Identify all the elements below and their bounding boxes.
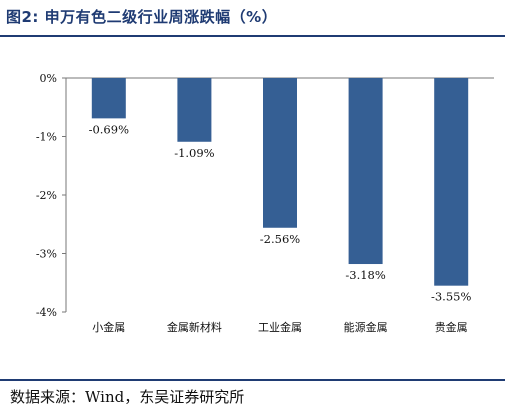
title-rule [0,35,505,37]
bar-0 [91,78,126,119]
category-label: 金属新材料 [167,320,222,334]
bar-1 [177,78,212,142]
bar-4 [434,78,469,286]
y-tick-label: -4% [36,306,57,319]
figure-title: 图2: 申万有色二级行业周涨跌幅（%） [6,8,278,26]
category-label: 能源金属 [344,320,388,334]
category-label: 贵金属 [435,320,468,334]
y-tick-label: -3% [36,248,57,261]
category-label: 小金属 [92,320,125,334]
data-label: -3.18% [345,268,385,282]
y-tick-label: 0% [40,72,57,85]
category-label: 工业金属 [258,320,302,334]
chart-area: 0% -1% -2% -3% -4% -0.69% 小金属 -1.09% 金属新材料 -2.56%… [0,45,522,345]
y-tick-label: -1% [36,131,57,144]
bar-3 [348,78,383,265]
bar-chart: 0% -1% -2% -3% -4% -0.69% 小金属 -1.09% 金属新材料 -2.56%… [36,72,494,334]
source-rule [0,379,505,381]
data-label: -2.56% [260,232,300,246]
bar-2 [263,78,297,228]
y-tick-label: -2% [36,189,57,202]
source-note: 数据来源：Wind，东吴证券研究所 [10,388,245,406]
data-label: -0.69% [89,122,129,136]
data-label: -3.55% [431,290,471,304]
data-label: -1.09% [174,146,214,160]
